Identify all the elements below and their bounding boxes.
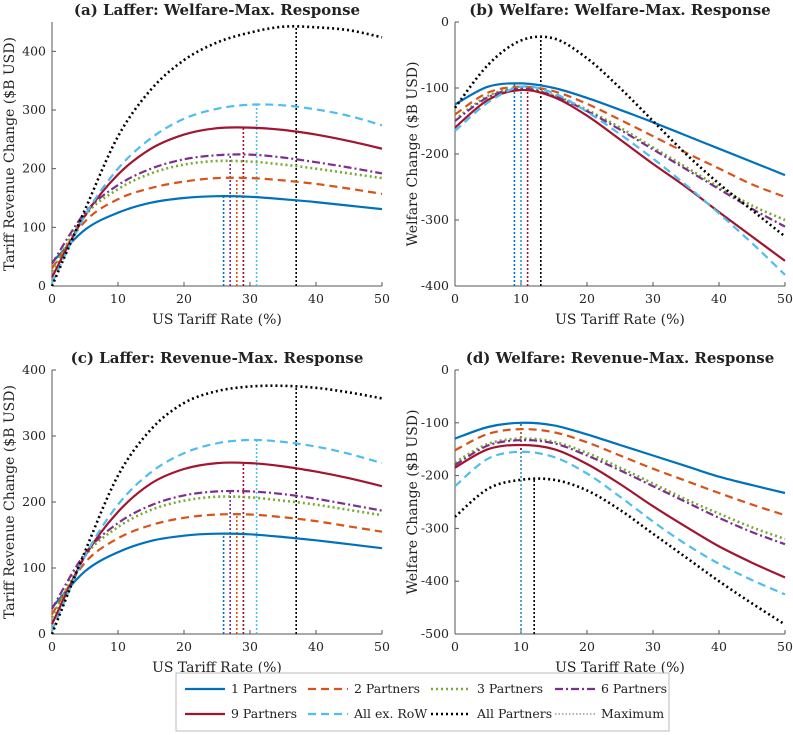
legend-label: 6 Partners bbox=[601, 681, 667, 696]
x-tick-label: 0 bbox=[451, 639, 459, 654]
x-tick-label: 30 bbox=[645, 291, 661, 306]
series-line-3-partners bbox=[50, 159, 383, 272]
x-tick-label: 20 bbox=[579, 639, 595, 654]
y-tick-label: -500 bbox=[421, 626, 449, 641]
series-line-all-partners bbox=[50, 384, 383, 635]
x-tick-label: 50 bbox=[777, 639, 793, 654]
panel-title: (c) Laffer: Revenue-Max. Response bbox=[71, 349, 364, 367]
x-tick-label: 20 bbox=[579, 291, 595, 306]
y-tick-label: -300 bbox=[421, 212, 449, 227]
x-tick-label: 50 bbox=[777, 291, 793, 306]
x-axis-label: US Tariff Rate (%) bbox=[152, 660, 282, 676]
y-tick-label: 200 bbox=[22, 161, 46, 176]
panel-4: 0 10 20 30 40 50 -500 -400 -300 -200 -100 0 (d) Welf… bbox=[405, 349, 793, 676]
x-tick-label: 10 bbox=[110, 639, 126, 654]
series-line-9-partners bbox=[51, 126, 383, 278]
series-line-6-partners bbox=[51, 489, 383, 610]
legend: 1 Partners 2 Partners 3 Partners 6 Partners… bbox=[175, 672, 670, 732]
y-tick-label: 0 bbox=[441, 14, 449, 29]
y-tick-label: 400 bbox=[22, 43, 46, 58]
series-line-9-partners bbox=[51, 461, 383, 625]
x-tick-label: 40 bbox=[308, 291, 324, 306]
x-tick-label: 0 bbox=[48, 639, 56, 654]
series-line-2-partners bbox=[51, 513, 383, 615]
series-line-3-partners bbox=[454, 437, 786, 541]
series-line-all-ex-row bbox=[51, 103, 383, 284]
legend-label: 3 Partners bbox=[477, 681, 543, 696]
legend-label: 1 Partners bbox=[231, 681, 297, 696]
legend-label: All Partners bbox=[476, 706, 552, 721]
y-tick-label: 300 bbox=[22, 102, 46, 117]
y-tick-label: 0 bbox=[441, 362, 449, 377]
y-tick-label: -100 bbox=[421, 415, 449, 430]
series-line-6-partners bbox=[454, 439, 786, 546]
panel-1: 0 10 20 30 40 50 0 100 200 300 400 (a) Laffer: Welf… bbox=[2, 1, 390, 328]
y-tick-label: -400 bbox=[421, 278, 449, 293]
x-axis-label: US Tariff Rate (%) bbox=[555, 312, 685, 328]
series-line-all-partners bbox=[50, 25, 383, 287]
series-line-1-partners bbox=[51, 195, 383, 264]
x-tick-label: 10 bbox=[513, 291, 529, 306]
x-tick-label: 40 bbox=[308, 639, 324, 654]
series-line-1-partners bbox=[454, 82, 786, 177]
series-line-all-partners bbox=[453, 35, 786, 238]
series-line-2-partners bbox=[51, 176, 383, 270]
y-tick-label: 100 bbox=[22, 219, 46, 234]
legend-label: Maximum bbox=[601, 706, 664, 721]
x-axis-label: US Tariff Rate (%) bbox=[152, 312, 282, 328]
y-tick-label: 0 bbox=[38, 278, 46, 293]
x-tick-label: 0 bbox=[451, 291, 459, 306]
y-tick-label: -200 bbox=[421, 146, 449, 161]
series-line-1-partners bbox=[454, 421, 786, 495]
y-tick-label: -300 bbox=[421, 520, 449, 535]
x-tick-label: 0 bbox=[48, 291, 56, 306]
panel-2: 0 10 20 30 40 50 -400 -300 -200 -100 0 (b) Welfare:… bbox=[405, 1, 793, 328]
y-tick-label: -200 bbox=[421, 468, 449, 483]
y-tick-label: -100 bbox=[421, 80, 449, 95]
x-tick-label: 40 bbox=[711, 291, 727, 306]
y-tick-label: -400 bbox=[421, 573, 449, 588]
y-axis-label: Welfare Change ($B USD) bbox=[405, 410, 421, 595]
legend-label: All ex. RoW bbox=[353, 706, 427, 721]
series-line-all-ex-row bbox=[454, 450, 786, 596]
y-tick-label: 200 bbox=[22, 494, 46, 509]
y-tick-label: 100 bbox=[22, 560, 46, 575]
series-line-3-partners bbox=[454, 86, 786, 222]
series-line-all-partners bbox=[454, 477, 786, 626]
series-line-3-partners bbox=[50, 495, 383, 619]
x-tick-label: 50 bbox=[374, 291, 390, 306]
x-tick-label: 30 bbox=[242, 639, 258, 654]
series-line-all-ex-row bbox=[50, 438, 383, 632]
x-tick-label: 40 bbox=[711, 639, 727, 654]
legend-box bbox=[175, 672, 670, 732]
x-tick-label: 20 bbox=[176, 639, 192, 654]
y-axis-label: Tariff Revenue Change ($B USD) bbox=[2, 385, 18, 619]
x-tick-label: 20 bbox=[176, 291, 192, 306]
series-line-all-ex-row bbox=[454, 85, 786, 276]
panel-title: (a) Laffer: Welfare-Max. Response bbox=[74, 1, 360, 19]
series-line-2-partners bbox=[454, 85, 786, 198]
legend-label: 9 Partners bbox=[231, 706, 297, 721]
series-line-9-partners bbox=[454, 88, 786, 262]
y-tick-label: 400 bbox=[22, 362, 46, 377]
y-axis-label: Welfare Change ($B USD) bbox=[405, 62, 421, 247]
x-axis-label: US Tariff Rate (%) bbox=[555, 660, 685, 676]
series-line-9-partners bbox=[454, 443, 786, 579]
x-tick-label: 10 bbox=[513, 639, 529, 654]
y-tick-label: 300 bbox=[22, 428, 46, 443]
x-tick-label: 30 bbox=[242, 291, 258, 306]
series-line-6-partners bbox=[51, 153, 383, 265]
legend-label: 2 Partners bbox=[354, 681, 420, 696]
x-tick-label: 30 bbox=[645, 639, 661, 654]
panel-title: (b) Welfare: Welfare-Max. Response bbox=[469, 1, 770, 19]
y-tick-label: 0 bbox=[38, 626, 46, 641]
panel-title: (d) Welfare: Revenue-Max. Response bbox=[466, 349, 775, 367]
panel-3: 0 10 20 30 40 50 0 100 200 300 400 (c) Laffer: Reve… bbox=[2, 349, 390, 676]
series-line-2-partners bbox=[454, 427, 786, 517]
y-axis-label: Tariff Revenue Change ($B USD) bbox=[2, 37, 18, 271]
x-tick-label: 50 bbox=[374, 639, 390, 654]
series-line-1-partners bbox=[51, 532, 383, 609]
x-tick-label: 10 bbox=[110, 291, 126, 306]
